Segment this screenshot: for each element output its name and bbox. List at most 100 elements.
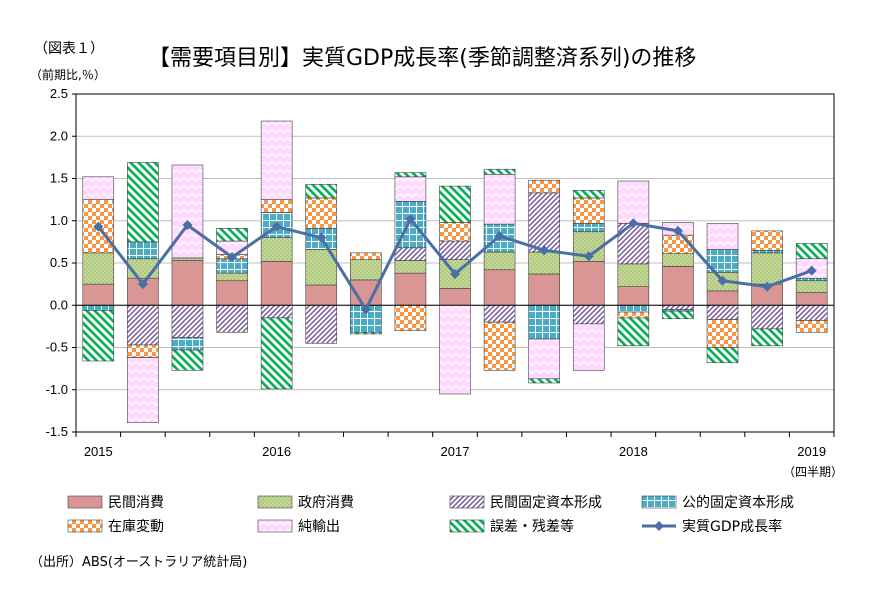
bar-segment-discrepancy	[82, 310, 115, 362]
bar-segment-private_investment	[751, 304, 783, 330]
bar-segment-public_investment	[795, 277, 828, 282]
x-year-label: 2016	[262, 444, 291, 459]
bar-segment-private_investment	[260, 304, 293, 319]
bar-segment-inventory	[795, 320, 828, 333]
bar-segment-discrepancy	[795, 243, 828, 260]
bar-segment-private_investment	[216, 304, 248, 333]
bar-segment-private_investment	[662, 304, 694, 310]
legend-swatch-discrepancy	[449, 519, 485, 533]
bar-segment-net_exports	[483, 173, 516, 225]
bar-segment-government_consumption	[260, 237, 293, 262]
chart-title: 【需要項目別】実質GDP成長率(季節調整済系列)の推移	[148, 46, 697, 71]
gdp-point	[271, 221, 282, 232]
bar-segment-private_consumption	[528, 273, 560, 306]
y-tick-label: 0.5	[50, 255, 68, 270]
legend-label: 民間消費	[108, 495, 164, 511]
bar-segment-private_consumption	[572, 261, 605, 306]
axes	[75, 93, 835, 437]
bar-segment-inventory	[528, 179, 560, 194]
bar-segment-discrepancy	[617, 317, 650, 347]
bar-segment-private_investment	[528, 192, 560, 253]
legend-swatch-private_consumption	[67, 495, 103, 509]
bar-segment-discrepancy	[171, 349, 204, 371]
bar-segment-private_consumption	[305, 284, 338, 306]
stacked-bars	[82, 120, 828, 424]
legend-swatch-inventory	[67, 519, 103, 533]
bar-segment-net_exports	[394, 176, 427, 202]
bar-segment-private_investment	[127, 304, 159, 346]
bar-segment-net_exports	[572, 323, 605, 371]
gdp-point	[494, 230, 505, 241]
legend-swatch-public_investment	[641, 495, 677, 509]
x-year-label: 2017	[441, 444, 470, 459]
legend-label: 誤差・残差等	[490, 518, 574, 535]
bar-segment-net_exports	[82, 176, 115, 200]
gdp-point	[316, 232, 327, 243]
gdp-point	[583, 251, 594, 262]
bar-segment-inventory	[617, 311, 650, 319]
tick-labels: 2.5 2.0 1.5 1.0 0.5 0.0 -0.5 -1.0 -1.5 2015 2016 20…	[46, 86, 827, 459]
y-tick-label: 2.5	[50, 86, 68, 101]
bar-segment-private_consumption	[795, 292, 828, 306]
bar-segment-discrepancy	[706, 347, 739, 364]
bar-segment-discrepancy	[394, 172, 427, 178]
bar-segment-public_investment	[171, 337, 204, 351]
bar-segment-government_consumption	[171, 257, 204, 261]
bar-segment-government_consumption	[795, 280, 828, 293]
bar-segment-inventory	[572, 197, 605, 224]
legend-swatch-government_consumption	[257, 495, 293, 509]
gdp-point	[93, 221, 104, 232]
bar-segment-net_exports	[439, 304, 471, 395]
figure-label: （図表１）	[34, 41, 104, 57]
gdp-point	[717, 275, 728, 286]
bar-segment-government_consumption	[751, 252, 783, 285]
bar-segment-private_investment	[617, 222, 650, 265]
bar-segment-inventory	[350, 252, 382, 260]
bar-segment-government_consumption	[216, 272, 248, 282]
bar-segment-private_consumption	[617, 286, 650, 306]
bar-segment-net_exports	[171, 164, 204, 259]
x-year-label: 2018	[619, 444, 648, 459]
legend-swatch-private_investment	[449, 495, 485, 509]
bar-segment-private_consumption	[706, 290, 739, 306]
gdp-point	[360, 304, 371, 315]
y-tick-label: 0.0	[50, 297, 68, 312]
bar-segment-private_investment	[572, 304, 605, 325]
bar-segment-net_exports	[706, 222, 739, 250]
gdp-point	[405, 214, 416, 225]
bar-segment-net_exports	[528, 338, 560, 380]
bar-segment-inventory	[305, 197, 338, 229]
bar-segment-government_consumption	[617, 263, 650, 287]
bar-segment-inventory	[439, 222, 471, 242]
gdp-point	[227, 252, 238, 263]
bar-segment-private_consumption	[82, 283, 115, 306]
x-year-label: 2019	[797, 444, 826, 459]
bar-segment-discrepancy	[127, 162, 159, 243]
bar-segment-public_investment	[127, 241, 159, 260]
y-tick-label: -1.0	[46, 382, 68, 397]
legend-label: 純輸出	[298, 519, 340, 535]
bar-segment-private_consumption	[439, 288, 471, 306]
bar-segment-discrepancy	[305, 184, 338, 199]
gdp-line	[93, 214, 817, 315]
bar-segment-private_investment	[795, 304, 828, 321]
gdp-point	[806, 265, 817, 276]
bar-segment-public_investment	[572, 222, 605, 233]
gdp-point	[762, 281, 773, 292]
y-tick-label: 1.0	[50, 213, 68, 228]
x-year-label: 2015	[84, 444, 113, 459]
bar-segment-private_consumption	[662, 266, 694, 306]
bar-segment-private_investment	[439, 240, 471, 260]
bar-segment-discrepancy	[439, 185, 471, 223]
bar-segment-inventory	[483, 321, 516, 371]
bar-segment-government_consumption	[350, 259, 382, 281]
bar-segment-private_consumption	[483, 269, 516, 306]
bar-segment-private_consumption	[394, 272, 427, 306]
bar-segment-discrepancy	[260, 317, 293, 390]
gdp-point	[450, 268, 460, 279]
bar-segment-private_investment	[706, 304, 739, 320]
bar-segment-inventory	[706, 319, 739, 348]
bar-segment-government_consumption	[662, 253, 694, 267]
